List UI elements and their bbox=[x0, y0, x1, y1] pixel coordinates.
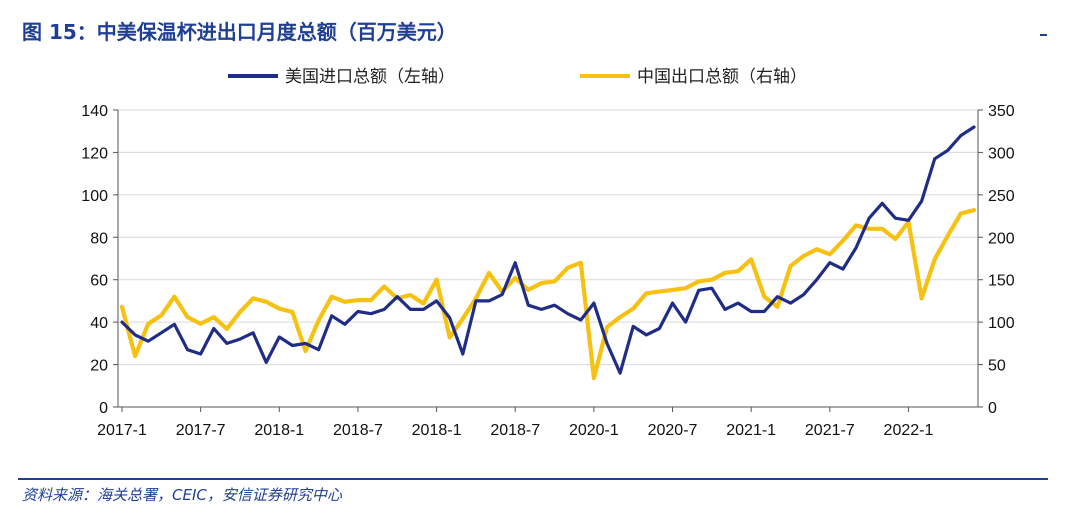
y-left-tick-label: 0 bbox=[99, 400, 108, 417]
x-tick-label: 2017-7 bbox=[176, 422, 226, 439]
corner-mark bbox=[1040, 34, 1047, 36]
x-tick-label: 2017-1 bbox=[97, 422, 147, 439]
source-note: 资料来源：海关总署，CEIC，安信证券研究中心 bbox=[22, 486, 342, 504]
y-right-tick-label: 250 bbox=[988, 188, 1015, 205]
y-right-tick-label: 0 bbox=[988, 400, 997, 417]
x-tick-label: 2018-7 bbox=[490, 422, 540, 439]
gridlines bbox=[118, 109, 978, 366]
x-tick-label: 2018-1 bbox=[412, 422, 462, 439]
y-left-tick-label: 80 bbox=[90, 230, 108, 247]
x-tick-label: 2020-7 bbox=[648, 422, 698, 439]
y-right-tick-label: 100 bbox=[988, 315, 1015, 332]
y-left-tick-label: 20 bbox=[90, 358, 108, 375]
x-tick-label: 2022-1 bbox=[884, 422, 934, 439]
x-tick-label: 2018-1 bbox=[254, 422, 304, 439]
y-left-tick-label: 100 bbox=[81, 188, 108, 205]
tick-labels: 0 20 40 60 80 100 120 140 0 50 100 150 200 250 300 350 2… bbox=[81, 103, 1015, 439]
axes bbox=[113, 109, 983, 412]
y-right-tick-label: 300 bbox=[988, 145, 1015, 162]
y-left-tick-label: 120 bbox=[81, 145, 108, 162]
x-tick-label: 2021-7 bbox=[805, 422, 855, 439]
legend: 美国进口总额（左轴） 中国出口总额（右轴） bbox=[228, 67, 807, 87]
y-left-tick-label: 140 bbox=[81, 103, 108, 120]
figure-title: 图 15：中美保温杯进出口月度总额（百万美元） bbox=[22, 20, 457, 44]
series-line-cn-exports bbox=[119, 208, 977, 381]
legend-label-us: 美国进口总额（左轴） bbox=[285, 67, 455, 87]
legend-label-cn: 中国出口总额（右轴） bbox=[637, 67, 807, 87]
y-left-tick-label: 60 bbox=[90, 273, 108, 290]
x-tick-label: 2021-1 bbox=[726, 422, 776, 439]
y-right-tick-label: 50 bbox=[988, 358, 1006, 375]
series-line-us-imports bbox=[120, 125, 976, 375]
y-left-tick-label: 40 bbox=[90, 315, 108, 332]
x-tick-label: 2018-7 bbox=[333, 422, 383, 439]
y-right-tick-label: 200 bbox=[988, 230, 1015, 247]
series-lines bbox=[119, 125, 977, 381]
bottom-rule bbox=[18, 478, 1048, 480]
y-right-tick-label: 350 bbox=[988, 103, 1015, 120]
y-right-tick-label: 150 bbox=[988, 273, 1015, 290]
x-tick-label: 2020-1 bbox=[569, 422, 619, 439]
